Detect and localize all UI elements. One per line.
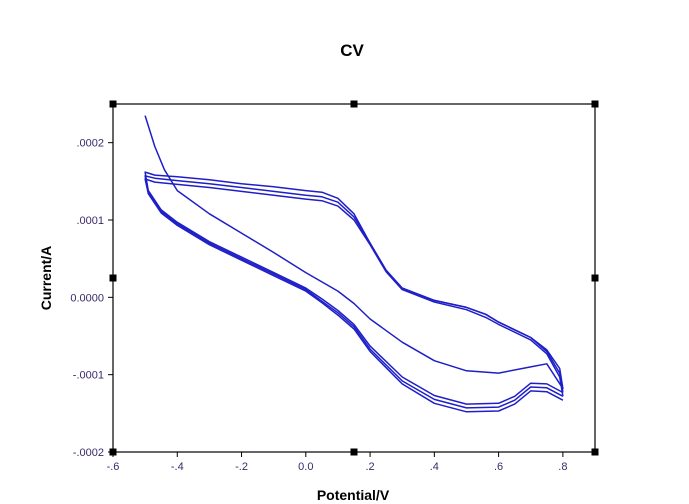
y-axis-ticks: .0002 .0001 0.0000 -.0001 -.0002	[70, 138, 113, 459]
resize-handle-middle-left[interactable]	[109, 274, 117, 282]
y-tick-label: -.0002	[73, 447, 104, 459]
x-axis-label: Potential/V	[317, 487, 390, 503]
x-tick-label: .8	[558, 461, 567, 473]
resize-handle-top-left[interactable]	[109, 100, 117, 108]
y-tick-label: 0.0000	[70, 292, 104, 304]
x-tick-label: .4	[430, 461, 439, 473]
cv-cycle-line-2	[144, 175, 564, 409]
y-axis-label: Current/A	[38, 246, 54, 311]
resize-handle-bottom-right[interactable]	[591, 448, 599, 456]
y-tick-label: -.0001	[73, 370, 104, 382]
x-tick-label: -.6	[107, 461, 120, 473]
chart-title: CV	[340, 41, 364, 60]
x-tick-label: -.2	[235, 461, 248, 473]
resize-handle-middle-right[interactable]	[591, 274, 599, 282]
plot-area-frame	[112, 103, 596, 453]
cv-series-group	[144, 115, 564, 413]
resize-handle-bottom-left[interactable]	[109, 448, 117, 456]
resize-handle-top-right[interactable]	[591, 100, 599, 108]
x-axis-ticks: -.6 -.4 -.2 0.0 .2 .4 .6 .8	[107, 452, 567, 473]
x-tick-label: 0.0	[298, 461, 313, 473]
x-tick-label: -.4	[171, 461, 184, 473]
x-tick-label: .6	[494, 461, 503, 473]
resize-handle-bottom-middle[interactable]	[350, 448, 358, 456]
x-tick-label: .2	[365, 461, 374, 473]
y-tick-label: .0001	[76, 215, 104, 227]
cv-cycle-line-1	[144, 115, 564, 405]
cv-cycle-line-3	[144, 178, 564, 413]
selection-handles[interactable]	[109, 100, 599, 456]
resize-handle-top-middle[interactable]	[350, 100, 358, 108]
y-tick-label: .0002	[76, 138, 104, 150]
